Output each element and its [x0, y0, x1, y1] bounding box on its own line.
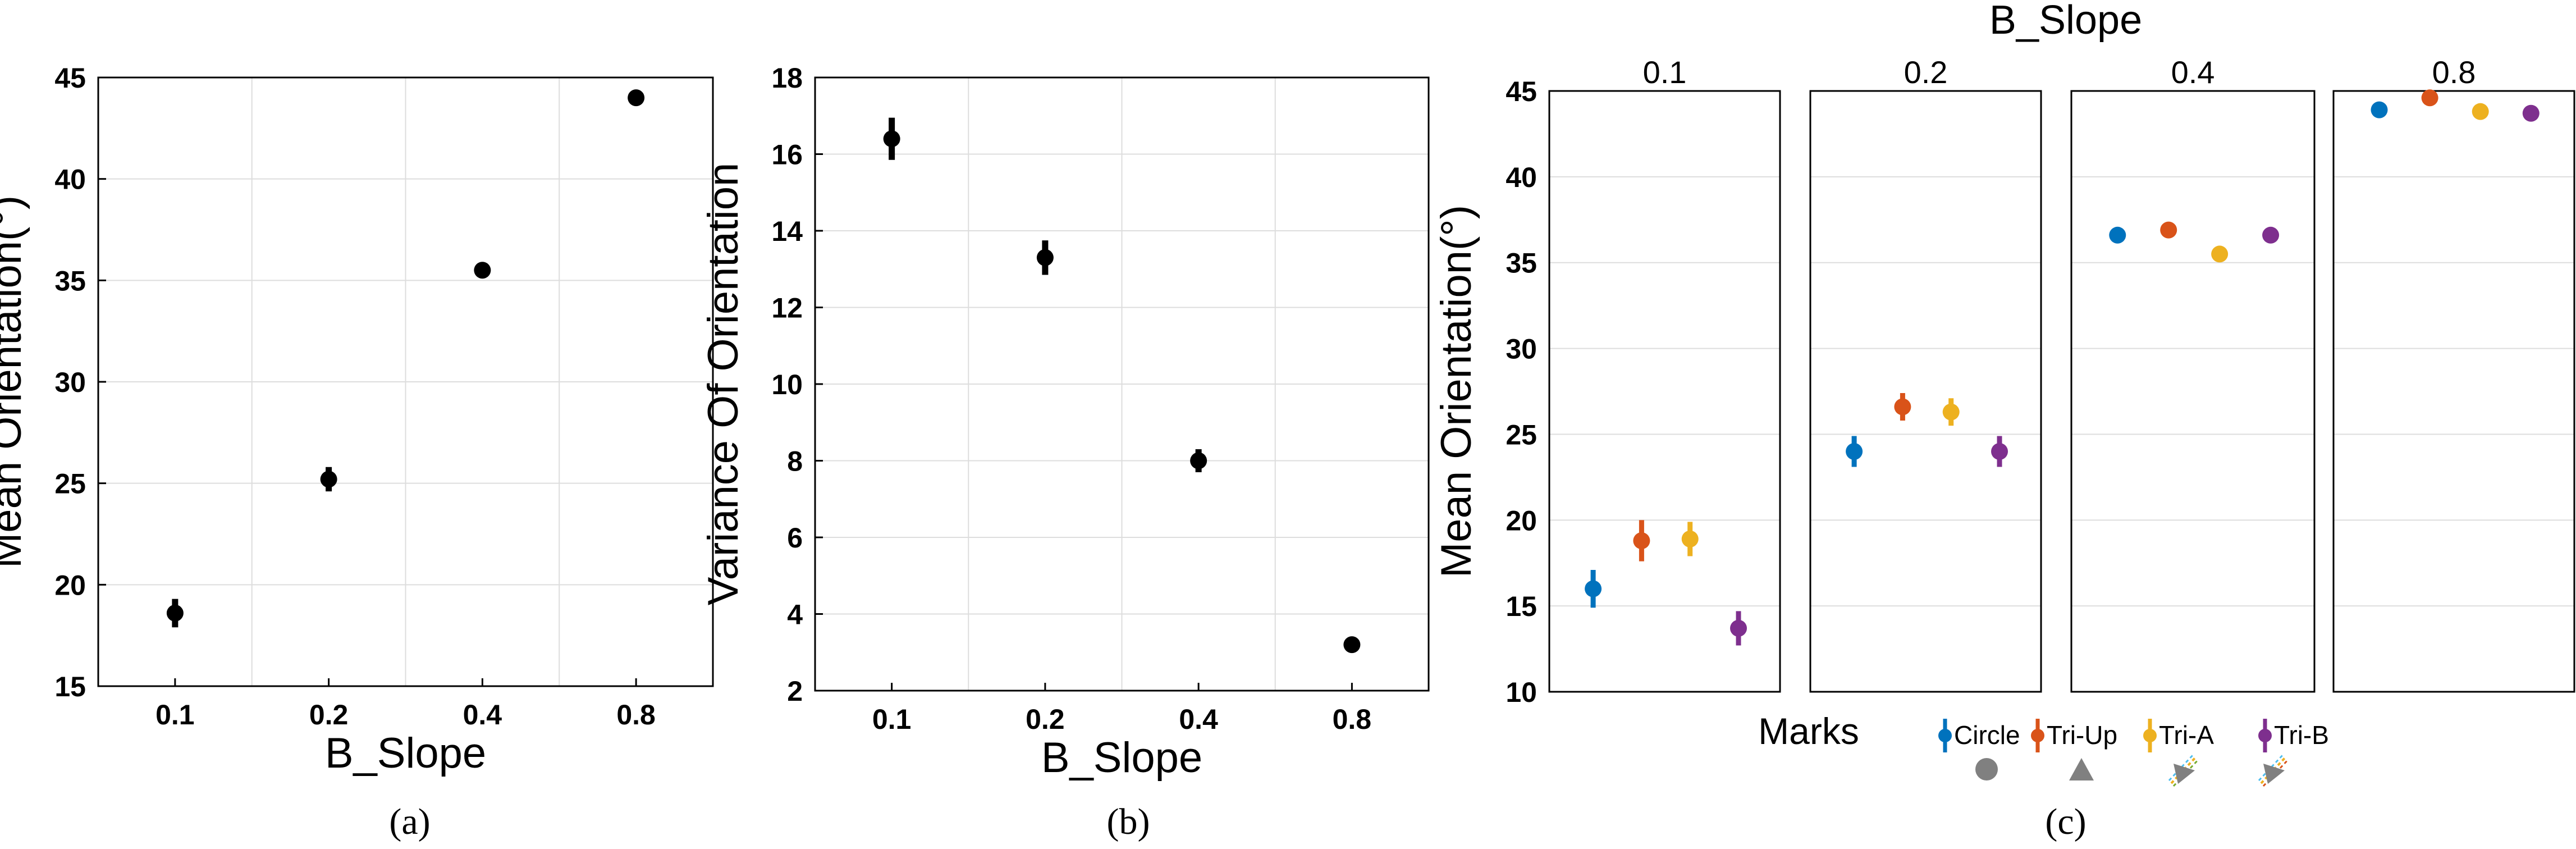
data-point: [320, 471, 337, 488]
y-tick-label: 25: [54, 468, 86, 500]
plot-area-frame: [814, 76, 1430, 692]
data-point: [1190, 452, 1207, 469]
legend-entry-label: Circle: [1954, 720, 2020, 750]
triangle-angled-mark-icon: [2263, 764, 2285, 784]
data-point: [628, 89, 645, 107]
data-point: [1991, 443, 2008, 460]
x-tick-label: 0.8: [1333, 704, 1372, 735]
y-axis-title: Variance Of Orientation: [699, 163, 747, 606]
data-point: [2211, 245, 2229, 263]
y-tick-label: 45: [54, 62, 86, 94]
legend-title: Marks: [1758, 710, 1859, 752]
data-point: [883, 130, 900, 148]
data-point: [1585, 580, 1602, 597]
x-tick-label: 0.2: [309, 699, 349, 731]
y-tick-label: 45: [1506, 76, 1537, 107]
x-tick-label: 0.4: [463, 699, 502, 731]
facet-frame: [1548, 90, 1781, 693]
y-tick-label: 14: [771, 216, 803, 247]
x-axis-title: B_Slope: [325, 729, 486, 777]
data-point: [1681, 530, 1699, 547]
triangle-angled-mark-icon: [2174, 764, 2195, 784]
y-tick-label: 18: [771, 62, 803, 94]
y-tick-label: 4: [787, 599, 803, 631]
legend: Marks Circle Tri-Up Tri-A Tri-B: [1758, 710, 2329, 787]
legend-swatch-point: [2143, 729, 2157, 742]
facet-title: B_Slope: [1989, 0, 2142, 43]
y-tick-label: 6: [787, 522, 803, 554]
data-point: [1894, 398, 1911, 416]
data-point: [2109, 226, 2126, 244]
facet-0.2: 0.2: [1809, 54, 2042, 693]
data-point: [2421, 89, 2438, 107]
facet-0.4: 0.4: [2070, 54, 2316, 693]
y-tick-label: 40: [1506, 162, 1537, 193]
y-tick-label: 20: [54, 569, 86, 601]
data-point: [1730, 619, 1747, 637]
legend-entry-label: Tri-Up: [2047, 720, 2117, 750]
circle-mark-icon: [1975, 758, 1998, 780]
data-point: [2160, 221, 2177, 239]
y-tick-label: 15: [1506, 591, 1537, 622]
legend-entry-label: Tri-A: [2159, 720, 2214, 750]
data-point: [1942, 403, 1960, 421]
panel-b: 2 4 6 8 10 12 14 16 18 0.1 0.2 0.4 0.8 B_Slope Varianc…: [699, 62, 1430, 842]
legend-entry-label: Tri-B: [2274, 720, 2329, 750]
data-point: [1036, 249, 1054, 266]
y-tick-label: 20: [1506, 505, 1537, 536]
y-tick-label: 30: [1506, 334, 1537, 365]
y-tick-label: 40: [54, 164, 86, 195]
legend-swatch-point: [1938, 729, 1952, 742]
data-point: [1846, 443, 1863, 460]
y-axis-title: Mean Orientation(°): [0, 195, 30, 568]
facet-label: 0.2: [1904, 54, 1948, 90]
facet-frame: [1809, 90, 2042, 693]
panel-a: 15 20 25 30 35 40 45 0.1 0.2 0.4 0.8 B_Slope Mean Or…: [0, 62, 714, 842]
y-tick-label: 35: [1506, 248, 1537, 279]
facet-label: 0.1: [1643, 54, 1687, 90]
data-point: [2522, 104, 2540, 122]
data-point: [1633, 532, 1650, 549]
legend-swatch-point: [2258, 729, 2272, 742]
y-axis-title: Mean Orientation(°): [1433, 205, 1480, 578]
data-point: [2472, 103, 2489, 120]
data-point: [474, 262, 491, 279]
data-point: [1343, 636, 1361, 654]
y-tick-label: 35: [54, 265, 86, 296]
panel-c: B_Slope 0.1 0.2 0.4 0.8 10 15 20 25 30 35 40 45 Mean …: [1433, 0, 2575, 842]
y-tick-label: 12: [771, 293, 803, 324]
y-tick-label: 10: [771, 369, 803, 400]
panel-caption: (a): [389, 801, 430, 842]
x-tick-label: 0.8: [616, 699, 656, 731]
data-point: [2371, 101, 2388, 118]
y-tick-label: 2: [787, 675, 803, 707]
legend-swatch-point: [2031, 729, 2044, 742]
facet-label: 0.8: [2432, 54, 2476, 90]
facet-frame: [2070, 90, 2316, 693]
facet-label: 0.4: [2171, 54, 2215, 90]
y-tick-label: 25: [1506, 419, 1537, 450]
panel-caption: (b): [1107, 801, 1150, 842]
y-tick-label: 15: [54, 671, 86, 702]
panel-caption: (c): [2045, 801, 2086, 842]
data-point: [166, 604, 184, 622]
y-tick-label: 30: [54, 367, 86, 398]
plot-area-frame: [97, 76, 714, 687]
triangle-up-mark-icon: [2069, 758, 2094, 780]
x-axis-title: B_Slope: [1041, 734, 1202, 782]
x-tick-label: 0.1: [872, 704, 912, 735]
y-tick-label: 8: [787, 446, 803, 477]
data-point: [2262, 226, 2280, 244]
x-tick-label: 0.4: [1179, 704, 1218, 735]
x-tick-label: 0.2: [1026, 704, 1065, 735]
y-tick-label: 10: [1506, 677, 1537, 708]
facet-0.1: 0.1: [1548, 54, 1781, 693]
x-tick-label: 0.1: [155, 699, 195, 731]
y-tick-label: 16: [771, 139, 803, 171]
facet-frame: [2332, 90, 2575, 693]
facet-0.8: 0.8: [2332, 54, 2575, 693]
